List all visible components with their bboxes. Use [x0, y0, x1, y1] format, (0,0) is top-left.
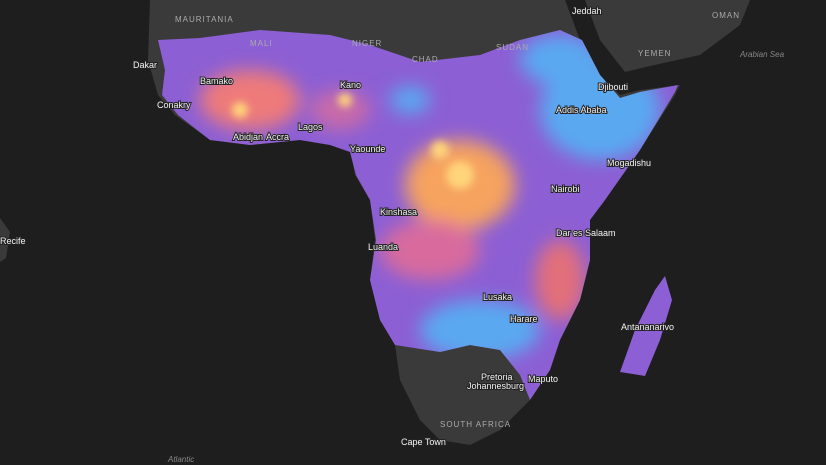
map-label: Recife: [0, 236, 26, 246]
map-label: Johannesburg: [467, 381, 524, 391]
map-label: Conakry: [157, 100, 191, 110]
map-label: MAURITANIA: [175, 15, 234, 24]
madagascar: [620, 276, 672, 376]
map-label: Dar es Salaam: [556, 228, 616, 238]
map-label: Addis Ababa: [556, 105, 607, 115]
map-label: Mogadishu: [607, 158, 651, 168]
map-label: Bamako: [200, 76, 233, 86]
map-label: Atlantic: [167, 455, 194, 464]
map-label: Djibouti: [598, 82, 628, 92]
map-label: Maputo: [528, 374, 558, 384]
map-label: MALI: [250, 39, 273, 48]
map-label: CHAD: [412, 55, 439, 64]
map-label: Yaounde: [350, 144, 385, 154]
map-label: SUDAN: [496, 43, 529, 52]
map-label: YEMEN: [638, 49, 671, 58]
map-label: SOUTH AFRICA: [440, 420, 511, 429]
map-label: Pretoria: [481, 372, 513, 382]
arabia: [585, 0, 750, 72]
map-label: Accra: [266, 132, 289, 142]
south-america: [0, 218, 10, 262]
map-label: Luanda: [368, 242, 398, 252]
map-label: Jeddah: [572, 6, 602, 16]
map-label: OMAN: [712, 11, 740, 20]
map-label: Kinshasa: [380, 207, 417, 217]
map-label: Arabian Sea: [739, 50, 785, 59]
map-label: Kano: [340, 80, 361, 90]
map-label: Dakar: [133, 60, 157, 70]
map-label: Antananarivo: [621, 322, 674, 332]
map-label: Abidjan: [233, 132, 263, 142]
map-label: NIGER: [352, 39, 382, 48]
map-label: Cape Town: [401, 437, 446, 447]
map-label: Lusaka: [483, 292, 512, 302]
labels: MAURITANIA MALI NIGER CHAD SUDAN Jeddah OMAN YE…: [0, 5, 785, 464]
map-label: Lagos: [298, 122, 323, 132]
map-label: Nairobi: [551, 184, 580, 194]
map-label: Harare: [510, 314, 538, 324]
